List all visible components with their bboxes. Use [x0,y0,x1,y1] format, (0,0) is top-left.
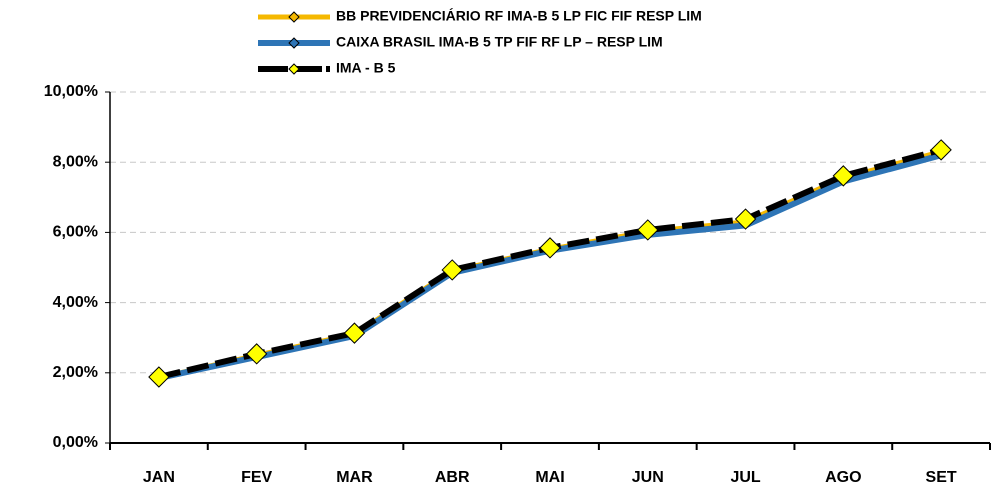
y-tick-label: 0,00% [53,434,98,451]
marker [637,219,659,241]
marker [441,259,463,281]
y-tick-label: 4,00% [53,294,98,311]
x-tick-label: MAI [535,469,564,486]
y-tick-label: 10,00% [44,83,98,100]
legend-label: IMA - B 5 [336,60,396,76]
x-tick-label: AGO [825,469,861,486]
legend-marker [288,11,300,23]
x-tick-label: SET [926,469,957,486]
x-tick-label: JAN [143,469,175,486]
legend-marker [288,37,300,49]
x-tick-label: JUL [730,469,760,486]
y-tick-label: 6,00% [53,224,98,241]
marker [734,208,757,230]
y-tick-label: 2,00% [53,364,98,381]
series-line [158,147,942,380]
x-tick-label: JUN [632,469,664,486]
legend-marker [288,63,300,75]
x-tick-label: MAR [336,469,373,486]
series-line [158,152,942,381]
y-tick-label: 8,00% [53,153,98,170]
legend-label: BB PREVIDENCIÁRIO RF IMA-B 5 LP FIC FIF … [336,8,702,24]
legend-label: CAIXA BRASIL IMA-B 5 TP FIF RF LP – RESP… [336,34,663,50]
marker [148,366,170,388]
marker [539,237,561,259]
marker [832,165,855,187]
marker [245,343,268,365]
marker [343,322,366,344]
marker [930,139,952,161]
x-tick-label: ABR [435,469,470,486]
x-tick-label: FEV [241,469,272,486]
